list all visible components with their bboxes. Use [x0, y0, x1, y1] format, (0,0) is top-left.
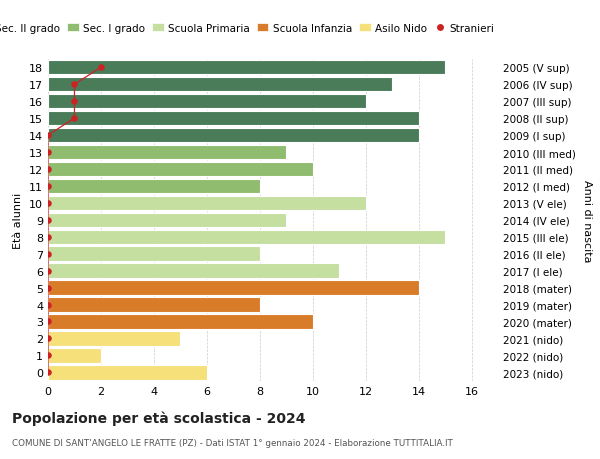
Y-axis label: Anni di nascita: Anni di nascita — [583, 179, 592, 262]
Legend: Sec. II grado, Sec. I grado, Scuola Primaria, Scuola Infanzia, Asilo Nido, Stran: Sec. II grado, Sec. I grado, Scuola Prim… — [0, 20, 499, 38]
Point — [43, 166, 53, 173]
Bar — [48, 314, 313, 329]
Point — [43, 352, 53, 359]
Bar — [48, 281, 419, 295]
Point — [43, 149, 53, 157]
Point — [43, 284, 53, 291]
Text: Popolazione per età scolastica - 2024: Popolazione per età scolastica - 2024 — [12, 411, 305, 425]
Point — [43, 132, 53, 140]
Bar — [48, 179, 260, 194]
Point — [43, 268, 53, 275]
Text: COMUNE DI SANT'ANGELO LE FRATTE (PZ) - Dati ISTAT 1° gennaio 2024 - Elaborazione: COMUNE DI SANT'ANGELO LE FRATTE (PZ) - D… — [12, 438, 453, 448]
Bar — [48, 78, 392, 92]
Point — [70, 98, 79, 106]
Bar — [48, 112, 419, 126]
Point — [43, 234, 53, 241]
Bar — [48, 196, 365, 211]
Y-axis label: Età alunni: Età alunni — [13, 192, 23, 248]
Bar — [48, 247, 260, 261]
Bar — [48, 331, 181, 346]
Point — [43, 183, 53, 190]
Bar — [48, 264, 339, 278]
Point — [43, 301, 53, 308]
Bar — [48, 298, 260, 312]
Point — [43, 335, 53, 342]
Bar — [48, 95, 365, 109]
Bar — [48, 348, 101, 363]
Bar — [48, 61, 445, 75]
Bar — [48, 162, 313, 177]
Point — [43, 369, 53, 376]
Point — [70, 115, 79, 123]
Bar — [48, 129, 419, 143]
Point — [70, 81, 79, 89]
Bar — [48, 230, 445, 244]
Point — [96, 64, 106, 72]
Point — [43, 200, 53, 207]
Bar — [48, 365, 207, 380]
Point — [43, 251, 53, 258]
Bar — [48, 213, 286, 228]
Bar — [48, 146, 286, 160]
Point — [43, 217, 53, 224]
Point — [43, 318, 53, 325]
